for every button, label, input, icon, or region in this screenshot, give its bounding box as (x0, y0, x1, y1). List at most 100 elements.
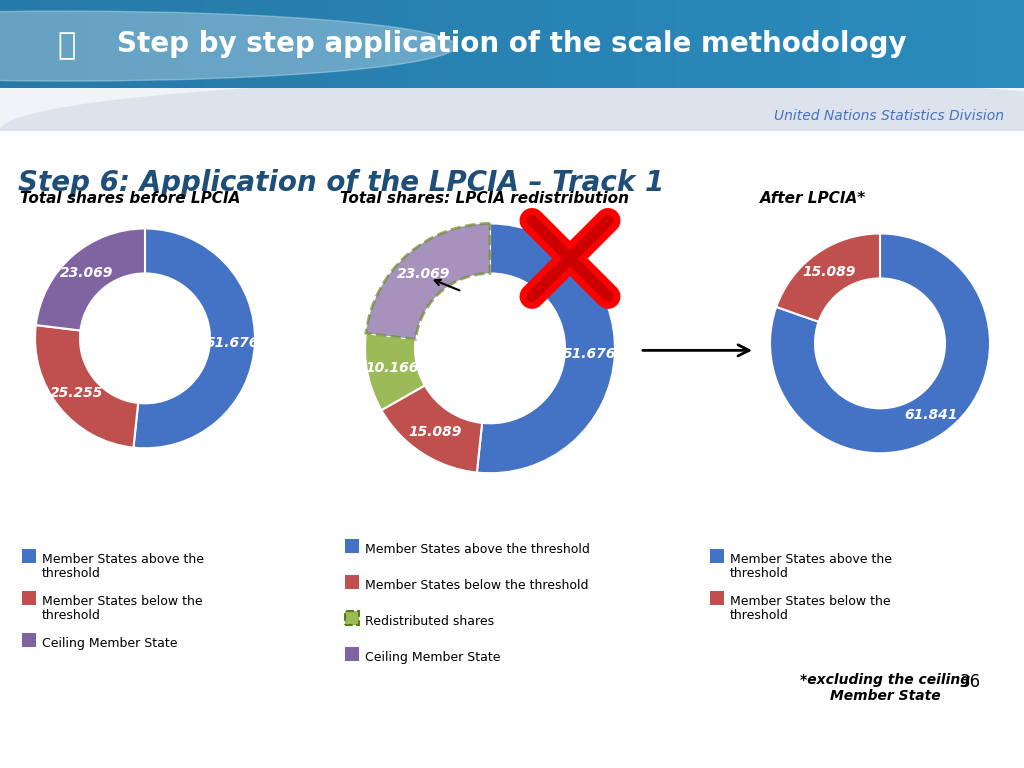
Bar (737, 0, 758, 92)
Bar (266, 0, 287, 92)
Text: 10.166: 10.166 (366, 361, 419, 375)
Text: threshold: threshold (42, 609, 101, 622)
Bar (20, 0, 41, 92)
Bar (778, 0, 799, 92)
Text: 23.069: 23.069 (397, 266, 451, 280)
Bar (573, 0, 594, 92)
Bar (205, 0, 225, 92)
Wedge shape (36, 228, 145, 330)
Bar (696, 0, 717, 92)
Text: 25.255: 25.255 (50, 386, 103, 400)
Text: Step by step application of the scale methodology: Step by step application of the scale me… (117, 30, 907, 58)
Text: threshold: threshold (730, 568, 788, 580)
Bar (614, 0, 635, 92)
Text: Member States below the: Member States below the (730, 595, 891, 608)
Bar (532, 0, 553, 92)
Bar (184, 0, 205, 92)
Bar (143, 0, 164, 92)
Bar (512, 0, 532, 92)
Bar (123, 0, 143, 92)
Bar (328, 0, 348, 92)
Text: 36: 36 (961, 673, 981, 691)
Bar (840, 0, 860, 92)
Ellipse shape (0, 78, 1024, 184)
Text: threshold: threshold (730, 609, 788, 622)
Bar (348, 0, 369, 92)
Bar (1004, 0, 1024, 92)
Text: 15.089: 15.089 (409, 425, 462, 439)
Text: Ceiling Member State: Ceiling Member State (365, 651, 501, 664)
Text: Member States above the threshold: Member States above the threshold (365, 543, 590, 556)
Bar (492, 0, 512, 92)
Text: 51.676: 51.676 (563, 346, 616, 361)
Wedge shape (365, 333, 425, 410)
Bar (61, 0, 82, 92)
Text: threshold: threshold (42, 568, 101, 580)
Text: Member States above the: Member States above the (730, 553, 892, 566)
Bar (963, 0, 983, 92)
Text: 23.069: 23.069 (60, 266, 114, 280)
Bar (819, 0, 840, 92)
Bar (655, 0, 676, 92)
Bar (676, 0, 696, 92)
Wedge shape (776, 233, 880, 322)
Bar (41, 0, 61, 92)
Text: 61.841: 61.841 (904, 408, 957, 422)
Bar (22, 549, 36, 563)
Text: Ceiling Member State: Ceiling Member State (42, 637, 177, 650)
Text: United Nations Statistics Division: United Nations Statistics Division (773, 109, 1004, 123)
Text: Redistributed shares: Redistributed shares (365, 615, 495, 628)
Wedge shape (366, 223, 490, 339)
Bar (553, 0, 573, 92)
Bar (710, 591, 724, 605)
Bar (0, 0, 20, 92)
Bar (287, 0, 307, 92)
Text: 15.089: 15.089 (803, 265, 856, 279)
Bar (246, 0, 266, 92)
Bar (307, 0, 328, 92)
Bar (983, 0, 1004, 92)
Text: After LPCIA*: After LPCIA* (760, 190, 866, 206)
Bar (710, 549, 724, 563)
Bar (635, 0, 655, 92)
Bar (471, 0, 492, 92)
Text: Member States below the threshold: Member States below the threshold (365, 579, 589, 592)
Bar (345, 539, 359, 553)
Bar (430, 0, 451, 92)
Bar (102, 0, 123, 92)
Text: *excluding the ceiling
Member State: *excluding the ceiling Member State (800, 673, 970, 703)
Bar (451, 0, 471, 92)
Text: Total shares: LPCIA redistribution: Total shares: LPCIA redistribution (340, 190, 629, 206)
Wedge shape (381, 386, 482, 472)
Bar (799, 0, 819, 92)
Wedge shape (477, 223, 615, 473)
Bar (225, 0, 246, 92)
Text: Member States above the: Member States above the (42, 553, 204, 566)
Bar (594, 0, 614, 92)
Bar (22, 591, 36, 605)
Bar (345, 647, 359, 661)
Text: Member States below the: Member States below the (42, 595, 203, 608)
Text: 51.676: 51.676 (206, 336, 259, 350)
Wedge shape (35, 325, 138, 448)
Bar (345, 611, 359, 625)
Bar (389, 0, 410, 92)
Bar (82, 0, 102, 92)
Bar (922, 0, 942, 92)
Bar (717, 0, 737, 92)
Text: Total shares before LPCIA: Total shares before LPCIA (20, 190, 241, 206)
Text: Step 6: Application of the LPCIA – Track 1: Step 6: Application of the LPCIA – Track… (18, 168, 665, 197)
Bar (860, 0, 881, 92)
Text: 🌐: 🌐 (57, 31, 76, 61)
Wedge shape (770, 233, 990, 453)
Bar (22, 633, 36, 647)
Bar (881, 0, 901, 92)
Circle shape (0, 11, 456, 81)
Bar (345, 575, 359, 589)
Bar (369, 0, 389, 92)
Bar (901, 0, 922, 92)
Bar (164, 0, 184, 92)
Wedge shape (133, 228, 255, 449)
Bar (942, 0, 963, 92)
Bar (410, 0, 430, 92)
